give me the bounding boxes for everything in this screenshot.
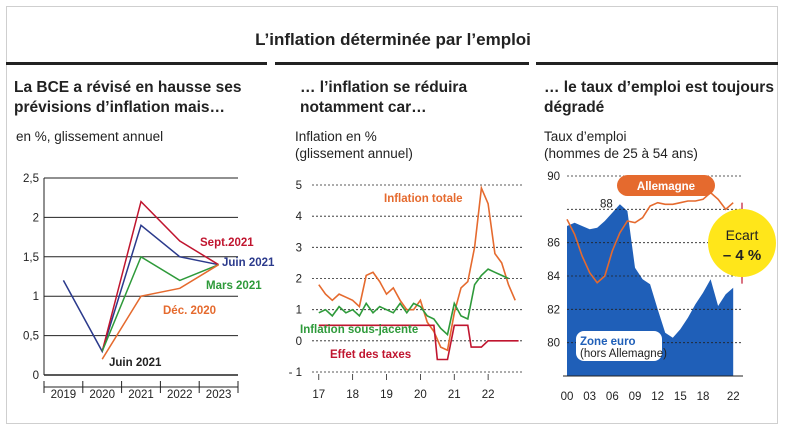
series-label: Inflation totale — [384, 193, 463, 205]
panel1-title: La BCE a révisé en hausse ses prévisions… — [14, 79, 242, 116]
x-tick-label: 2023 — [206, 389, 232, 401]
y-tick-label: 3 — [296, 242, 302, 254]
x-tick-label: 09 — [629, 391, 642, 403]
y-tick-label: 4 — [296, 211, 303, 223]
series-line-d-c-2020 — [101, 264, 219, 360]
series-line-mars-2021 — [101, 255, 219, 352]
x-tick-label: 21 — [448, 389, 461, 401]
legend-label: Déc. 2020 — [163, 305, 216, 317]
annotation-juin-2021: Juin 2021 — [109, 357, 162, 369]
y-tick-label-88: 88 — [600, 198, 613, 210]
y-tick-label: - 1 — [289, 367, 302, 379]
gap-value: – 4 % — [723, 247, 761, 264]
y-tick-label: 80 — [547, 338, 560, 350]
panel2-subtitle: Inflation en % (glissement annuel) — [295, 129, 413, 161]
y-tick-label: 1 — [33, 291, 39, 303]
series-note-zone-euro: (hors Allemagne) — [580, 348, 667, 360]
x-tick-label: 20 — [414, 389, 427, 401]
y-tick-label: 2 — [33, 212, 39, 224]
x-tick-label: 17 — [312, 389, 325, 401]
series-label-zone-euro: Zone euro — [580, 336, 636, 348]
series-label: Inflation sous-jacente — [300, 324, 418, 336]
x-tick-label: 22 — [482, 389, 495, 401]
frame — [6, 6, 778, 424]
series-line-juin-2021 — [62, 224, 219, 354]
y-tick-label: 1 — [296, 305, 302, 317]
y-tick-label: 1,5 — [23, 252, 39, 264]
y-tick-label: 90 — [547, 171, 560, 183]
series-line-inflation-sous-jacente — [318, 268, 509, 337]
y-tick-label: 2,5 — [23, 173, 39, 185]
rule-left — [6, 62, 267, 65]
x-tick-label: 2019 — [51, 389, 77, 401]
y-tick-label: 0 — [296, 336, 302, 348]
x-tick-label: 2020 — [89, 389, 115, 401]
x-tick-label: 18 — [697, 391, 710, 403]
series-line-sept-2021 — [101, 200, 219, 352]
legend-label: Mars 2021 — [206, 280, 262, 292]
x-tick-label: 06 — [606, 391, 619, 403]
gap-title: Ecart — [726, 227, 759, 243]
label-pill-allemagne — [617, 175, 715, 196]
series-line-allemagne — [566, 191, 734, 284]
y-tick-label: 86 — [547, 238, 560, 250]
gap-circle — [708, 209, 776, 277]
panel3-title: … le taux d’emploi est toujours dégradé — [544, 79, 774, 116]
x-tick-label: 15 — [674, 391, 687, 403]
x-tick-label: 2021 — [128, 389, 154, 401]
x-tick-label: 2022 — [167, 389, 193, 401]
y-tick-label: 5 — [296, 180, 302, 192]
legend-label: Juin 2021 — [222, 257, 275, 269]
label-box-zone-euro — [576, 331, 662, 361]
x-tick-label: 03 — [583, 391, 596, 403]
panel3-subtitle: Taux d’emploi (hommes de 25 à 54 ans) — [544, 129, 698, 161]
series-line-effet-des-taxes — [318, 324, 519, 361]
panel2-title: … l’inflation se réduira notamment car… — [300, 79, 468, 116]
x-tick-label: 00 — [561, 391, 574, 403]
y-tick-label: 82 — [547, 304, 560, 316]
x-tick-label: 19 — [380, 389, 393, 401]
x-tick-label: 18 — [346, 389, 359, 401]
legend-label: Sept.2021 — [200, 237, 254, 249]
y-tick-label: 84 — [547, 271, 560, 283]
series-label: Effet des taxes — [330, 349, 411, 361]
series-label-allemagne: Allemagne — [637, 181, 695, 193]
y-tick-label: 0 — [33, 370, 39, 382]
y-tick-label: 2 — [296, 274, 302, 286]
x-tick-label: 22 — [727, 391, 740, 403]
x-tick-label: 12 — [651, 391, 664, 403]
page-title: L’inflation déterminée par l’emploi — [255, 30, 531, 49]
panel1-subtitle: en %, glissement annuel — [16, 129, 164, 144]
rule-right — [536, 62, 778, 65]
rule-mid — [275, 62, 529, 65]
y-tick-label: 0,5 — [23, 331, 39, 343]
